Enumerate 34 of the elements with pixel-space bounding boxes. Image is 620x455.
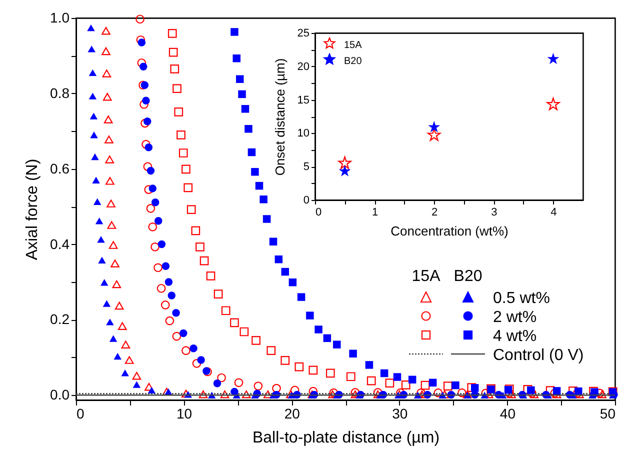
legend-label: Control (0 V) xyxy=(492,346,585,365)
legend-label: 2 wt% xyxy=(492,308,538,327)
annotation: B20 xyxy=(452,268,484,287)
y-tick-label: 0.8 xyxy=(50,84,70,101)
x-tick-label: 0 xyxy=(76,406,84,422)
x-tick-label: 1 xyxy=(372,206,378,218)
y-tick-label: 15 xyxy=(297,94,310,106)
y-tick-label: 1.0 xyxy=(50,10,70,26)
y-tick-label: 0.0 xyxy=(50,386,70,403)
y-tick-label: 5 xyxy=(303,161,310,174)
y-axis-title: Axial force (N) xyxy=(24,158,42,260)
x-tick-label: 2 xyxy=(432,206,438,218)
legend-label: 4 wt% xyxy=(492,327,538,346)
legend-label: 15A xyxy=(343,38,363,52)
x-tick-label: 30 xyxy=(392,406,408,422)
x-axis-title: Concentration (wt%) xyxy=(390,224,508,238)
x-axis-title: Ball-to-plate distance (µm) xyxy=(252,430,440,446)
legend-label: B20 xyxy=(343,54,363,68)
x-tick-label: 0 xyxy=(316,206,322,218)
y-tick-label: 20 xyxy=(297,60,310,73)
x-tick-label: 4 xyxy=(550,206,557,218)
x-tick-label: 3 xyxy=(491,206,498,218)
y-tick-label: 0.6 xyxy=(50,160,70,176)
y-tick-label: 0.2 xyxy=(50,311,70,328)
y-tick-label: 0.4 xyxy=(50,236,70,252)
y-axis-title: Onset distance (µm) xyxy=(272,58,288,176)
y-tick-label: 0 xyxy=(303,194,310,206)
x-tick-label: 40 xyxy=(500,406,516,422)
x-tick-label: 10 xyxy=(176,406,192,422)
annotation: 15A xyxy=(410,268,442,287)
legend-label: 0.5 wt% xyxy=(492,289,551,308)
y-tick-label: 10 xyxy=(297,128,310,140)
x-tick-label: 50 xyxy=(600,406,616,422)
y-tick-label: 25 xyxy=(297,28,310,40)
